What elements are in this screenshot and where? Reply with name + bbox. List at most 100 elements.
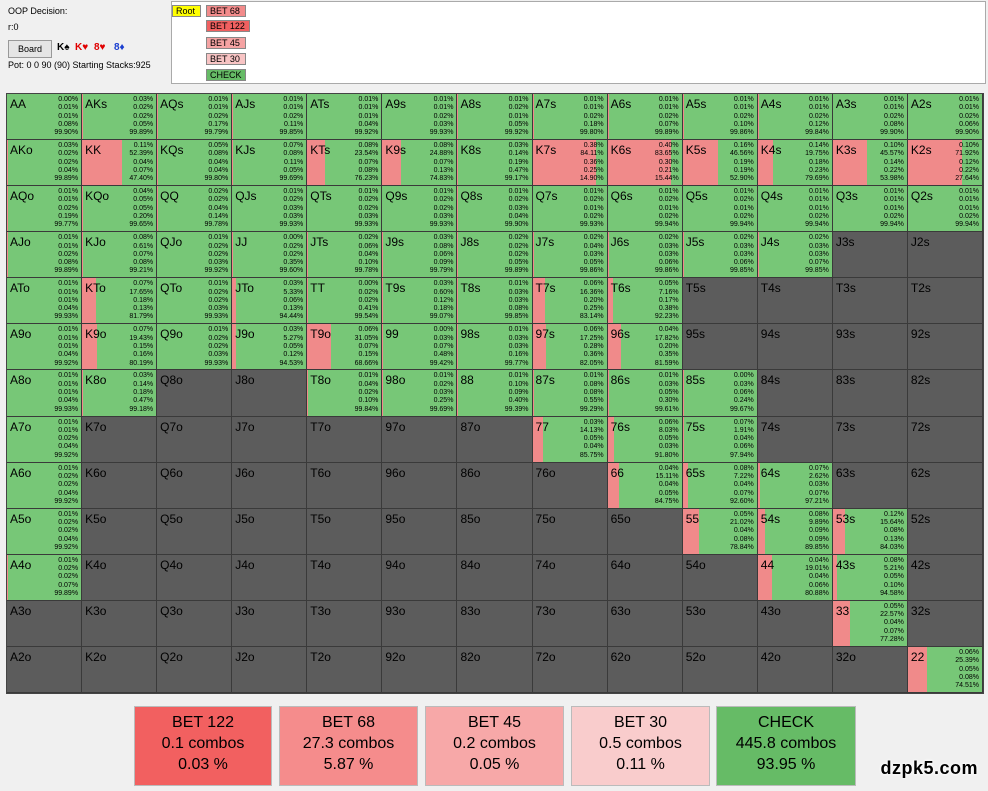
hand-cell[interactable]: Q2o (157, 646, 233, 693)
hand-cell[interactable]: 94s (757, 324, 833, 371)
hand-cell[interactable]: 62o (607, 646, 683, 693)
hand-cell[interactable]: 74s (757, 416, 833, 463)
hand-cell[interactable]: 0.01% 0.02% 0.02% 0.04% 99.92% A6o (7, 462, 83, 509)
hand-cell[interactable]: 0.01% 0.10% 0.09% 0.40% 99.39% 88 (457, 370, 533, 417)
hand-cell[interactable]: T4o (307, 554, 383, 601)
tree-node-bet68[interactable]: BET 68 (206, 5, 246, 17)
hand-cell[interactable]: 0.01% 0.01% 0.01% 0.02% 99.94% Q3s (832, 186, 908, 233)
hand-cell[interactable]: 0.05% 7.16% 0.17% 0.38% 92.23% T6s (607, 278, 683, 325)
hand-cell[interactable]: 0.01% 0.01% 0.01% 0.04% 99.93% A8o (7, 370, 83, 417)
hand-cell[interactable]: 0.03% 0.14% 0.18% 0.47% 99.18% K8o (82, 370, 158, 417)
hand-cell[interactable]: 93o (382, 600, 458, 647)
hand-cell[interactable]: 0.00% 0.02% 0.02% 0.35% 99.60% JJ (232, 232, 308, 279)
hand-cell[interactable]: J4o (232, 554, 308, 601)
hand-cell[interactable]: 0.08% 24.88% 0.07% 0.13% 74.83% K9s (382, 140, 458, 187)
hand-cell[interactable]: 84s (757, 370, 833, 417)
hand-cell[interactable]: 0.01% 0.02% 0.01% 0.05% 99.92% A8s (457, 94, 533, 141)
hand-cell[interactable]: 0.01% 0.03% 0.05% 0.30% 99.61% 86s (607, 370, 683, 417)
hand-cell[interactable]: 0.01% 0.02% 0.01% 0.02% 99.94% Q6s (607, 186, 683, 233)
hand-cell[interactable]: 0.08% 7.22% 0.04% 0.07% 92.60% 65s (682, 462, 758, 509)
hand-cell[interactable]: 96o (382, 462, 458, 509)
hand-cell[interactable]: 52o (682, 646, 758, 693)
hand-cell[interactable]: 0.01% 0.02% 0.02% 0.07% 99.89% A4o (7, 554, 83, 601)
hand-cell[interactable]: J8o (232, 370, 308, 417)
hand-cell[interactable]: J5o (232, 508, 308, 555)
hand-cell[interactable]: T5s (682, 278, 758, 325)
board-button[interactable]: Board (8, 40, 52, 58)
hand-cell[interactable]: 0.06% 17.25% 0.28% 0.36% 82.05% 97s (532, 324, 608, 371)
hand-cell[interactable]: 32o (832, 646, 908, 693)
hand-cell[interactable]: 0.07% 1.91% 0.04% 0.06% 97.94% 75s (682, 416, 758, 463)
hand-cell[interactable]: 0.03% 14.13% 0.05% 0.04% 85.75% 77 (532, 416, 608, 463)
hand-cell[interactable]: 0.01% 0.01% 0.02% 0.08% 99.89% AJo (7, 232, 83, 279)
hand-cell[interactable]: T5o (307, 508, 383, 555)
hand-cell[interactable]: 0.01% 0.01% 0.02% 0.19% 99.77% AQo (7, 186, 83, 233)
hand-cell[interactable]: 0.14% 19.75% 0.18% 0.23% 79.69% K4s (757, 140, 833, 187)
hand-cell[interactable]: 0.01% 0.02% 0.02% 0.03% 99.93% QTo (157, 278, 233, 325)
hand-cell[interactable]: 0.08% 5.21% 0.05% 0.10% 94.58% 43s (832, 554, 908, 601)
hand-cell[interactable]: 0.01% 0.01% 0.01% 0.02% 99.94% Q4s (757, 186, 833, 233)
hand-cell[interactable]: 0.01% 0.02% 0.02% 0.04% 99.92% A5o (7, 508, 83, 555)
hand-cell[interactable]: 52s (907, 508, 983, 555)
hand-cell[interactable]: 0.00% 0.02% 0.02% 0.41% 99.54% TT (307, 278, 383, 325)
hand-cell[interactable]: J2s (907, 232, 983, 279)
hand-cell[interactable]: 0.03% 5.33% 0.06% 0.13% 94.44% JTo (232, 278, 308, 325)
hand-cell[interactable]: 0.04% 0.05% 0.05% 0.20% 99.65% KQo (82, 186, 158, 233)
hand-cell[interactable]: T3s (832, 278, 908, 325)
hand-cell[interactable]: 0.07% 17.65% 0.18% 0.13% 81.79% KTo (82, 278, 158, 325)
hand-cell[interactable]: Q7o (157, 416, 233, 463)
hand-cell[interactable]: 0.02% 0.02% 0.02% 0.05% 99.89% J8s (457, 232, 533, 279)
hand-cell[interactable]: 0.05% 21.02% 0.04% 0.08% 78.84% 55 (682, 508, 758, 555)
hand-cell[interactable]: 0.03% 0.02% 0.02% 0.05% 99.89% AKs (82, 94, 158, 141)
hand-cell[interactable]: A2o (7, 646, 83, 693)
hand-cell[interactable]: 0.01% 0.03% 0.03% 0.16% 99.77% 98s (457, 324, 533, 371)
hand-cell[interactable]: 0.12% 15.64% 0.08% 0.13% 84.03% 53s (832, 508, 908, 555)
hand-cell[interactable]: 0.05% 22.57% 0.04% 0.07% 77.28% 33 (832, 600, 908, 647)
hand-cell[interactable]: 73o (532, 600, 608, 647)
hand-cell[interactable]: 92o (382, 646, 458, 693)
hand-cell[interactable]: 0.03% 0.08% 0.06% 0.09% 99.79% J9s (382, 232, 458, 279)
hand-cell[interactable]: 0.01% 0.01% 0.01% 0.04% 99.92% A9o (7, 324, 83, 371)
hand-cell[interactable]: 0.01% 0.01% 0.02% 0.07% 99.89% A6s (607, 94, 683, 141)
hand-cell[interactable]: 0.01% 0.01% 0.02% 0.03% 99.93% A9s (382, 94, 458, 141)
hand-cell[interactable]: 0.01% 0.02% 0.03% 0.04% 99.90% Q8s (457, 186, 533, 233)
hand-cell[interactable]: 0.03% 0.14% 0.19% 0.47% 99.17% K8s (457, 140, 533, 187)
summary-bet68[interactable]: BET 68 27.3 combos 5.87 % (279, 706, 418, 786)
hand-cell[interactable]: 0.06% 16.36% 0.20% 0.25% 83.14% T7s (532, 278, 608, 325)
hand-cell[interactable]: J3s (832, 232, 908, 279)
hand-cell[interactable]: Q4o (157, 554, 233, 601)
hand-cell[interactable]: T6o (307, 462, 383, 509)
hand-cell[interactable]: T7o (307, 416, 383, 463)
hand-cell[interactable]: 0.06% 31.05% 0.07% 0.15% 68.66% T9o (307, 324, 383, 371)
hand-cell[interactable]: 0.04% 19.01% 0.04% 0.06% 80.88% 44 (757, 554, 833, 601)
hand-cell[interactable]: 87o (457, 416, 533, 463)
hand-cell[interactable]: 0.08% 23.54% 0.07% 0.08% 76.23% KTs (307, 140, 383, 187)
hand-cell[interactable]: 82s (907, 370, 983, 417)
hand-cell[interactable]: A3o (7, 600, 83, 647)
hand-cell[interactable]: Q8o (157, 370, 233, 417)
hand-cell[interactable]: 0.03% 5.27% 0.05% 0.12% 94.53% J9o (232, 324, 308, 371)
hand-cell[interactable]: 63s (832, 462, 908, 509)
hand-cell[interactable]: 0.06% 8.03% 0.05% 0.03% 91.80% 76s (607, 416, 683, 463)
hand-cell[interactable]: 0.01% 0.01% 0.02% 0.08% 99.90% A3s (832, 94, 908, 141)
hand-cell[interactable]: 0.01% 0.04% 0.02% 0.10% 99.84% T8o (307, 370, 383, 417)
hand-cell[interactable]: 95s (682, 324, 758, 371)
hand-cell[interactable]: 82o (457, 646, 533, 693)
hand-cell[interactable]: 0.02% 0.03% 0.03% 0.07% 99.85% J4s (757, 232, 833, 279)
hand-cell[interactable]: 0.01% 0.01% 0.01% 0.02% 99.94% Q2s (907, 186, 983, 233)
hand-cell[interactable]: 0.03% 0.60% 0.12% 0.18% 99.07% T9s (382, 278, 458, 325)
summary-check[interactable]: CHECK 445.8 combos 93.95 % (716, 706, 856, 786)
hand-cell[interactable]: K3o (82, 600, 158, 647)
hand-cell[interactable]: Q5o (157, 508, 233, 555)
hand-cell[interactable]: 0.02% 0.06% 0.04% 0.10% 99.78% JTs (307, 232, 383, 279)
hand-cell[interactable]: 42s (907, 554, 983, 601)
hand-cell[interactable]: K5o (82, 508, 158, 555)
hand-cell[interactable]: 0.10% 71.92% 0.12% 0.22% 27.64% K2s (907, 140, 983, 187)
hand-cell[interactable]: T2o (307, 646, 383, 693)
hand-cell[interactable]: 97o (382, 416, 458, 463)
hand-cell[interactable]: J6o (232, 462, 308, 509)
hand-cell[interactable]: K7o (82, 416, 158, 463)
hand-cell[interactable]: 0.02% 0.03% 0.03% 0.06% 99.86% J6s (607, 232, 683, 279)
hand-cell[interactable]: 0.01% 0.02% 0.03% 0.25% 99.69% 98o (382, 370, 458, 417)
hand-cell[interactable]: 0.10% 45.57% 0.14% 0.22% 53.98% K3s (832, 140, 908, 187)
